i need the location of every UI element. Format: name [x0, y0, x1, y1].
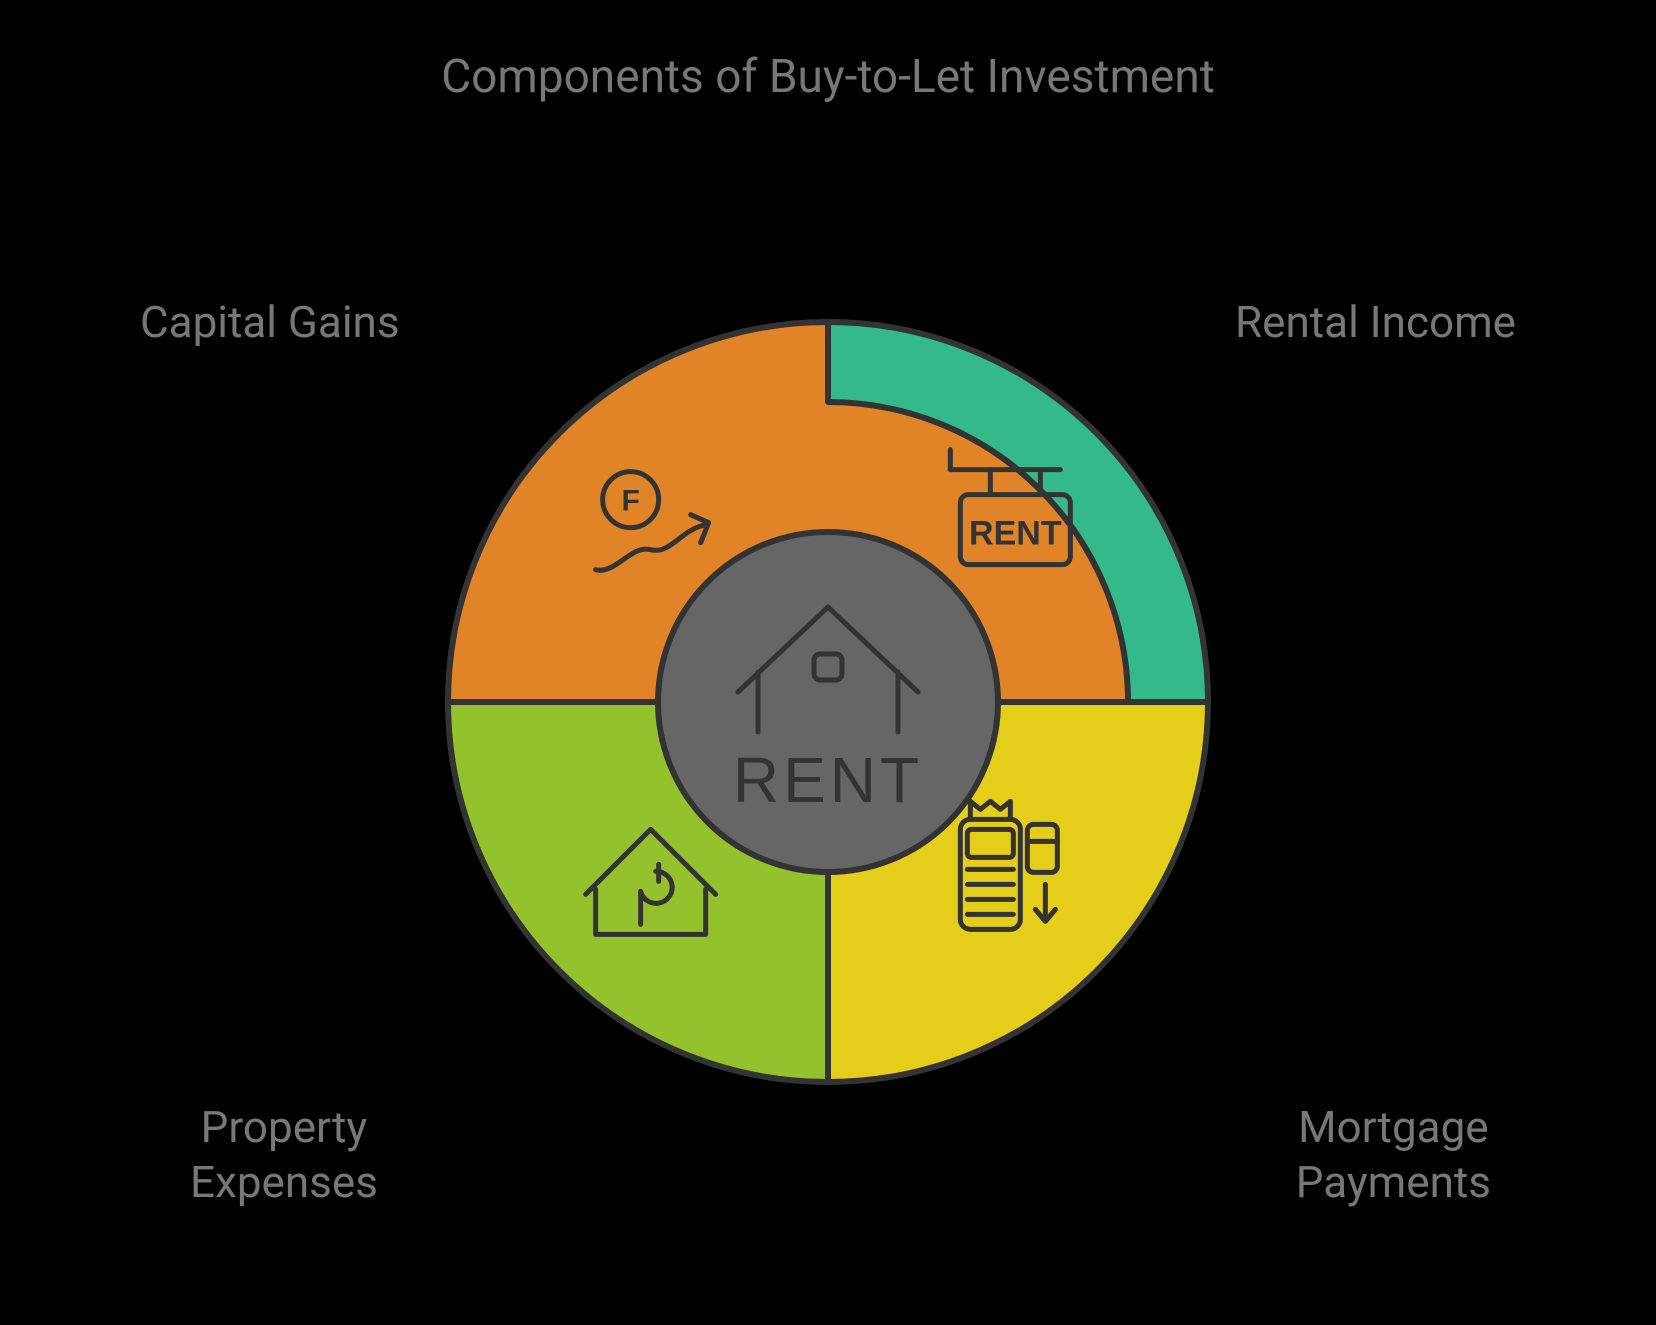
label-mortgage-payments: MortgagePayments — [1296, 1100, 1491, 1210]
chart-title: Components of Buy-to-Let Investment — [441, 50, 1215, 104]
pinwheel-diagram: RENT F RENT — [368, 242, 1288, 1162]
rent-sign-text: RENT — [969, 515, 1062, 553]
center-label: RENT — [733, 744, 923, 816]
label-property-expenses: PropertyExpenses — [190, 1100, 378, 1210]
pinwheel-svg: RENT F RENT — [368, 242, 1288, 1162]
svg-text:F: F — [621, 485, 639, 518]
label-capital-gains: Capital Gains — [140, 295, 400, 350]
center-circle — [658, 532, 998, 872]
